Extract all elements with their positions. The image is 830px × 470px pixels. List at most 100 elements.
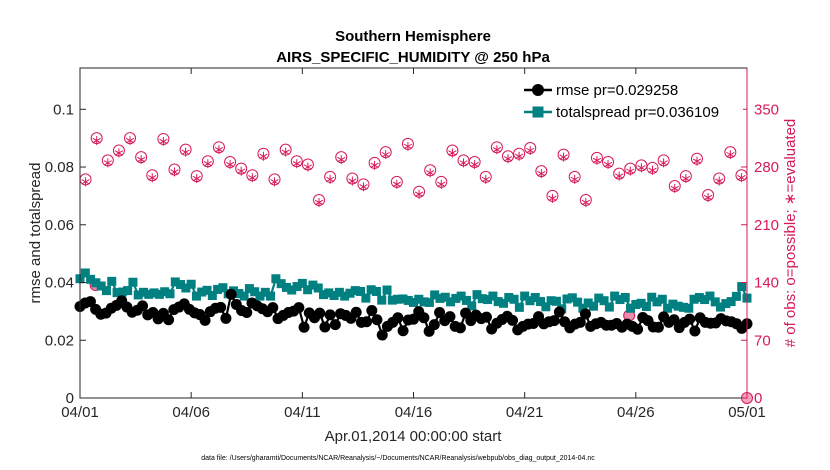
totalspread-point: [250, 287, 260, 297]
y-axis-left: 0 0.02 0.04 0.06 0.08 0.1: [45, 101, 86, 407]
obs-evaluated-point: [192, 174, 201, 184]
obs-evaluated-point: [103, 158, 112, 168]
totalspread-point: [684, 303, 694, 313]
totalspread-point: [446, 297, 456, 307]
y-right-tick-label: 280: [754, 159, 779, 176]
obs-evaluated-point: [481, 174, 490, 184]
totalspread-point: [86, 274, 96, 284]
totalspread-point: [461, 295, 471, 305]
totalspread-point: [467, 301, 477, 311]
obs-evaluated-point: [692, 156, 702, 166]
obs-evaluated-point: [526, 146, 535, 155]
obs-evaluated-point: [637, 163, 646, 173]
obs-evaluated-point: [170, 167, 179, 177]
totalspread-point: [726, 297, 736, 307]
totalspread-point: [213, 284, 223, 294]
obs-evaluated-point: [136, 155, 146, 165]
x-axis-label: Apr.01,2014 00:00:00 start: [325, 428, 503, 445]
rmse-point: [199, 314, 211, 326]
totalspread-point: [133, 290, 143, 300]
x-tick-label: 04/06: [172, 404, 210, 421]
totalspread-point: [498, 298, 508, 308]
totalspread-point: [191, 291, 201, 301]
obs-evaluated-point: [214, 145, 224, 155]
totalspread-point: [456, 291, 466, 301]
obs-evaluated-point: [370, 160, 379, 170]
rmse-point: [668, 314, 680, 326]
totalspread-point: [324, 288, 334, 298]
obs-evaluated-point: [337, 155, 346, 165]
rmse-point: [314, 307, 326, 319]
totalspread-point: [414, 294, 424, 304]
obs-evaluated-point: [726, 150, 735, 160]
y-right-tick-label: 350: [754, 101, 779, 118]
totalspread-point: [641, 301, 651, 311]
y-axis-right: 0 70 140 210 280 350: [741, 68, 779, 407]
rmse-point: [220, 312, 232, 324]
obs-evaluated-point: [503, 154, 513, 164]
rmse-point: [215, 301, 227, 313]
totalspread-point: [356, 286, 366, 296]
totalspread-point: [202, 285, 212, 295]
obs-evaluated-point: [715, 176, 724, 186]
obs-evaluated-point: [114, 148, 124, 158]
obs-evaluated-point: [426, 168, 435, 178]
obs-evaluated-point: [303, 162, 313, 172]
obs-evaluated-point: [148, 173, 157, 183]
totalspread-point: [626, 303, 636, 313]
totalspread-point: [594, 293, 604, 303]
totalspread-point: [737, 282, 747, 292]
totalspread-point: [387, 295, 397, 305]
obs-evaluated-point: [681, 174, 691, 184]
legend-spread-marker: [532, 106, 544, 118]
totalspread-point: [520, 291, 530, 301]
obs-evaluated-point: [92, 136, 101, 146]
totalspread-point: [80, 268, 90, 278]
obs-evaluated-point: [159, 136, 168, 146]
y-axis-left-label: rmse and totalspread: [27, 163, 44, 304]
totalspread-point: [319, 290, 329, 300]
totalspread-point: [536, 297, 546, 307]
totalspread-point: [366, 285, 376, 295]
totalspread-point: [361, 293, 371, 303]
rmse-point: [225, 288, 237, 300]
totalspread-point: [631, 299, 641, 309]
rmse-point: [428, 319, 440, 331]
totalspread-point: [673, 301, 683, 311]
totalspread-point: [663, 303, 673, 313]
totalspread-point: [652, 297, 662, 307]
totalspread-point: [234, 288, 244, 298]
obs-evaluated-point: [570, 174, 579, 184]
rmse-point: [298, 321, 310, 333]
totalspread-point: [292, 282, 302, 292]
legend-spread-label: totalspread pr=0.036109: [556, 104, 719, 121]
totalspread-point: [112, 288, 122, 298]
totalspread-point: [329, 291, 339, 301]
totalspread-point: [721, 299, 731, 309]
totalspread-point: [276, 279, 286, 289]
obs-evaluated-point: [437, 179, 446, 189]
obs-evaluated-point: [392, 179, 401, 189]
totalspread-point: [91, 278, 101, 288]
rmse-point: [689, 325, 701, 337]
totalspread-point: [371, 286, 381, 296]
rmse-point: [553, 306, 565, 318]
totalspread-point: [165, 289, 175, 299]
obs-evaluated-point: [125, 136, 135, 146]
totalspread-point: [636, 298, 646, 308]
totalspread-point: [123, 286, 133, 296]
obs-evaluated-point: [615, 171, 624, 181]
obs-evaluated-point: [581, 197, 590, 207]
totalspread-point: [689, 294, 699, 304]
totalspread-point: [668, 299, 678, 309]
rmse-point: [632, 323, 644, 335]
obs-evaluated-point: [325, 174, 335, 184]
obs-evaluated-point: [459, 158, 468, 168]
y-axis-right-label: # of obs: o=possible; ∗=evaluated: [782, 119, 799, 348]
totalspread-point: [117, 287, 127, 297]
totalspread-point: [599, 296, 609, 306]
obs-evaluated-point: [281, 147, 290, 157]
obs-evaluated-point: [403, 141, 413, 151]
obs-evaluated-point: [181, 147, 190, 157]
totalspread-point: [207, 291, 217, 301]
